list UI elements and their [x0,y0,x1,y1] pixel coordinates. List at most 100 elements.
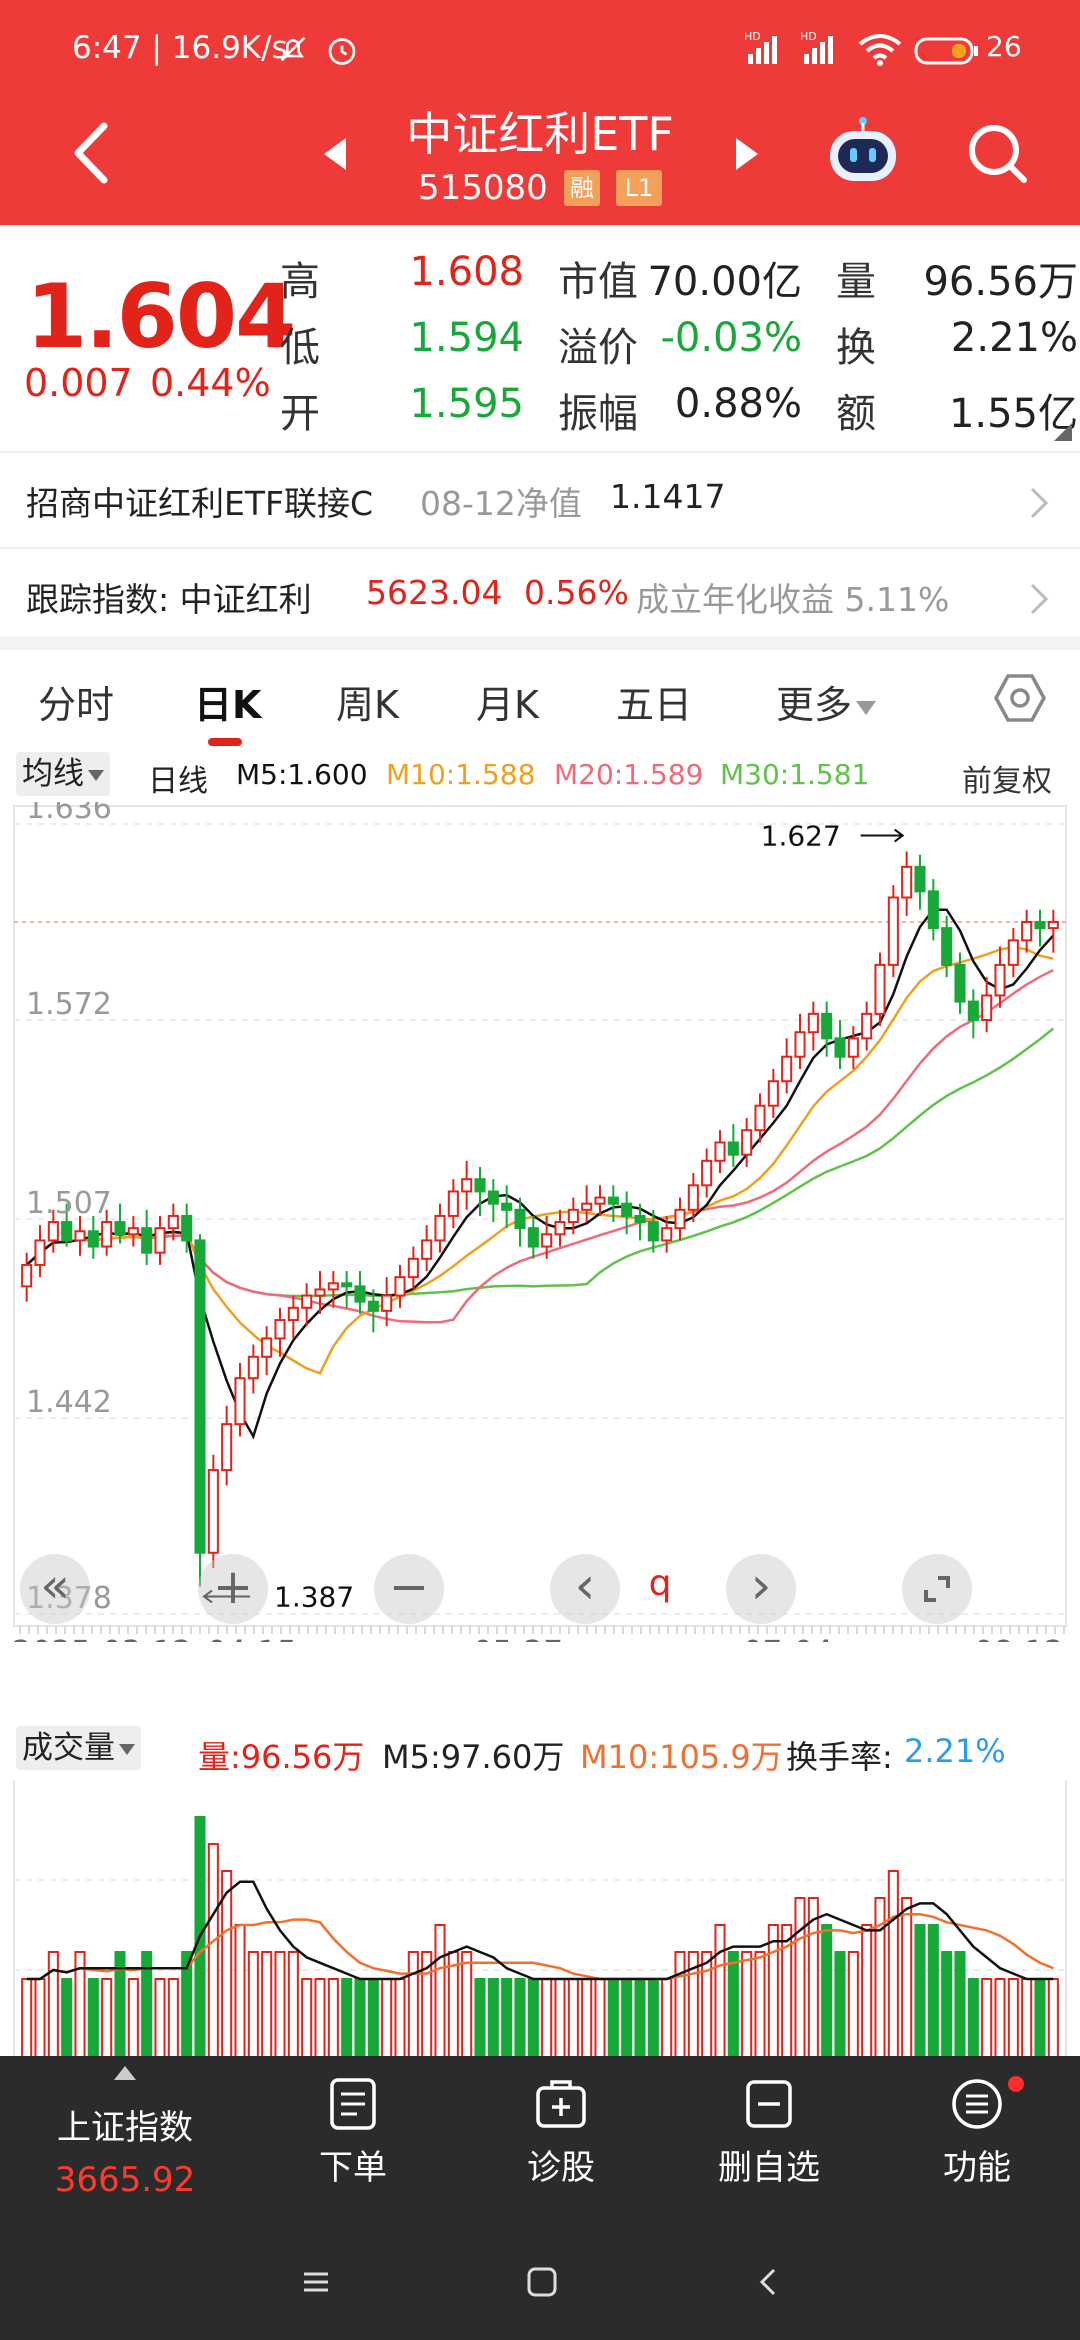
back-arrow-icon[interactable] [64,118,124,188]
candle-up [314,1288,326,1297]
candle-up [47,1221,59,1242]
candle-down [927,890,939,930]
fullscreen-button[interactable] [902,1554,972,1624]
kline-chart[interactable]: 1.636 1.572 1.507 1.442 1.378 1.627 1.387 2025… [0,791,1080,1670]
volume-bar-down [727,1951,739,2060]
volume-bar-up [327,1978,339,2060]
period-tabs: 分时 日K 周K 月K 五日 更多 [0,650,1080,746]
expand-corner-icon[interactable] [1054,423,1072,441]
tab-intraday[interactable]: 分时 [38,683,115,727]
recent-apps-icon[interactable] [296,2262,336,2302]
order-doc-icon [330,2078,376,2130]
candle-up [327,1282,339,1291]
alarm-icon [328,38,356,65]
menu-circle-icon [952,2079,1002,2129]
amplitude-label: 振幅 [558,391,638,437]
candle-up [167,1214,179,1230]
volume-bar-up [847,1951,859,2060]
candle-up [394,1276,406,1297]
low-value: 1.594 [409,315,524,361]
function-button[interactable]: 功能 [872,2056,1080,2246]
volume-bar-up [247,1951,259,2060]
quote-panel: 1.604 0.007 0.44% 高 低 开 1.608 1.594 1.59… [0,225,1080,645]
crosshair-marker[interactable]: q [648,1563,672,1604]
tracking-label: 跟踪指数: 中证红利 [26,580,312,619]
diagnose-label: 诊股 [527,2148,595,2188]
tab-five-day[interactable]: 五日 [616,683,693,727]
tab-monthly-k[interactable]: 月K [476,683,539,727]
home-icon[interactable] [522,2262,562,2302]
candle-up [674,1208,686,1230]
candle-down [114,1221,126,1236]
amount-value: 1.55亿 [948,391,1078,437]
volume-bar-up [261,1951,273,2060]
linked-fund-row[interactable]: 招商中证红利ETF联接C 08-12净值 1.1417 [0,451,1080,547]
volume-bar-up [674,1951,686,2060]
candle-up [247,1355,259,1380]
candle-up [807,1012,819,1034]
volume-bar-up [74,1951,86,2060]
search-icon[interactable] [964,120,1030,186]
caret-up-icon [114,2066,136,2080]
x-tick-label: 08-12 [974,1634,1064,1642]
diagnose-button[interactable]: 诊股 [456,2056,666,2246]
premium-label: 溢价 [558,325,638,371]
volume-bar-up [407,1951,419,2060]
settings-hex-icon[interactable] [994,672,1046,724]
volume-bar-up [874,1897,886,2060]
volume-bar-down [114,1951,126,2060]
tracking-pct: 0.56% [524,573,629,612]
prev-stock-icon[interactable] [318,134,352,174]
scroll-left-button[interactable]: ‹ [550,1554,620,1624]
candle-down [367,1300,379,1312]
ma30-value: M30:1.581 [720,758,870,791]
volume-chart[interactable] [0,1780,1080,2060]
volume-bar-down [607,1978,619,2060]
x-tick-label: 07-04 [743,1634,833,1642]
candle-down [354,1285,366,1303]
zoom-back-button[interactable]: « [20,1554,90,1624]
volume-bar-up [861,1924,873,2060]
order-button[interactable]: 下单 [248,2056,458,2246]
volume-bar-up [701,1951,713,2060]
volume-bar-up [154,1978,166,2060]
tracking-index-row[interactable]: 跟踪指数: 中证红利 5623.04 0.56% 成立年化收益 5.11% [0,547,1080,643]
candle-down [87,1230,99,1248]
max-price-label: 1.627 [761,820,841,853]
volume-selector[interactable]: 成交量 [16,1726,141,1770]
volume-bar-down [821,1924,833,2060]
volume-bar-down [341,1978,353,2060]
scroll-right-button[interactable]: › [726,1554,796,1624]
candle-up [1007,939,1019,966]
wifi-icon [858,34,902,66]
candle-up [714,1141,726,1162]
ai-robot-icon[interactable] [826,115,900,187]
volume-bar-down [487,1978,499,2060]
tab-daily-k[interactable]: 日K [194,683,262,727]
zoom-in-button[interactable]: + [198,1554,268,1624]
volume-bar-up [594,1978,606,2060]
candle-down [474,1178,486,1193]
ma-selector[interactable]: 均线 [16,752,110,796]
price-adjust[interactable]: 前复权 [962,764,1052,799]
zoom-out-button[interactable]: − [374,1554,444,1624]
candle-down [141,1227,153,1254]
tab-more[interactable]: 更多 [776,674,877,729]
bell-muted-icon [280,36,306,62]
volume-bar-down [61,1978,73,2060]
volume-m10-line [26,1912,1054,1981]
volume-bar-up [207,1843,219,2060]
tab-weekly-k[interactable]: 周K [336,683,399,727]
signal-hd-icon: HD [744,30,777,64]
system-back-icon[interactable] [748,2262,788,2302]
next-stock-icon[interactable] [730,134,764,174]
volume-bar-up [567,1978,579,2060]
ma5-line [25,908,1055,1440]
remove-watchlist-button[interactable]: 删自选 [664,2056,874,2246]
mktcap-label: 市值 [558,259,638,305]
volume-bar-up [554,1978,566,2060]
candle-down [487,1190,499,1205]
y-tick-label: 1.507 [26,1186,112,1221]
volume-bar-up [47,1951,59,2060]
index-quick-view[interactable]: 上证指数 3665.92 [20,2056,230,2246]
